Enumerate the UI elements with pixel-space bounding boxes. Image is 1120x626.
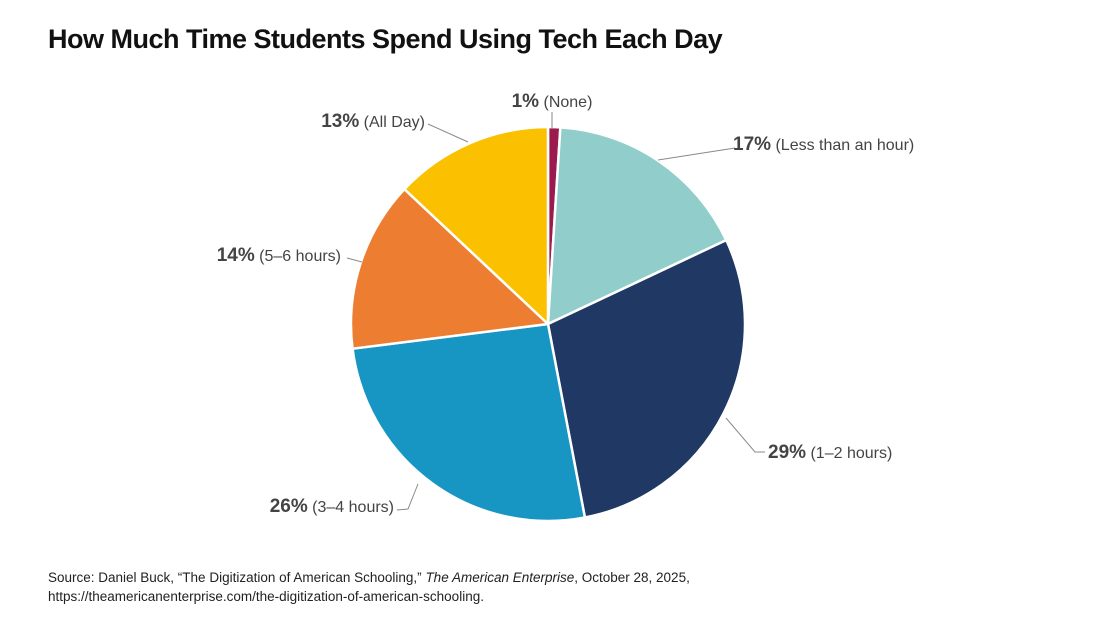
source-url: https://theamericanenterprise.com/the-di…: [48, 589, 484, 604]
slice-label-1: 1% (None): [512, 91, 593, 112]
leader-lines: [346, 112, 765, 511]
chart-title: How Much Time Students Spend Using Tech …: [48, 24, 723, 54]
slice-label-2: 17% (Less than an hour): [733, 134, 914, 155]
slice-label-4: 26% (3–4 hours): [270, 496, 394, 517]
leader-line-5: [346, 257, 363, 263]
slice-value-label-4: 26%: [270, 496, 308, 517]
pie-slices: [349, 125, 747, 523]
slice-value-label-5: 14%: [217, 245, 255, 266]
source-note: Source: Daniel Buck, “The Digitization o…: [48, 568, 690, 606]
slice-category-label-5: (5–6 hours): [255, 248, 341, 265]
pie-slice-3: [546, 238, 747, 519]
slice-value-label-1: 1%: [512, 91, 540, 112]
source-line-1: Source: Daniel Buck, “The Digitization o…: [48, 568, 690, 587]
slice-labels: 1% (None) 17% (Less than an hour) 29% (1–2…: [217, 91, 915, 517]
leader-line-6: [427, 123, 469, 143]
pie-slice-5: [349, 187, 550, 350]
source-suffix: , October 28, 2025,: [574, 570, 690, 585]
source-prefix: Source: Daniel Buck, “The Digitization o…: [48, 570, 426, 585]
slice-category-label-6: (All Day): [359, 114, 425, 131]
slice-category-label-4: (3–4 hours): [308, 499, 394, 516]
slice-value-label-6: 13%: [321, 111, 359, 132]
slice-category-label-3: (1–2 hours): [806, 445, 892, 462]
slice-label-3: 29% (1–2 hours): [768, 442, 892, 463]
pie-chart: 1% (None) 17% (Less than an hour) 29% (1–2…: [217, 91, 915, 523]
slice-category-label-1: (None): [539, 94, 592, 111]
leader-line-4: [396, 483, 419, 511]
pie-slice-2: [546, 126, 728, 326]
leader-line-2: [657, 147, 736, 161]
slice-category-label-2: (Less than an hour): [771, 137, 914, 154]
source-publication: The American Enterprise: [425, 570, 575, 585]
slice-value-label-3: 29%: [768, 442, 806, 463]
slice-label-6: 13% (All Day): [321, 111, 425, 132]
leader-line-3: [725, 417, 765, 453]
pie-slice-4: [351, 322, 587, 523]
slice-label-5: 14% (5–6 hours): [217, 245, 341, 266]
pie-slice-6: [403, 125, 550, 326]
slice-value-label-2: 17%: [733, 134, 771, 155]
